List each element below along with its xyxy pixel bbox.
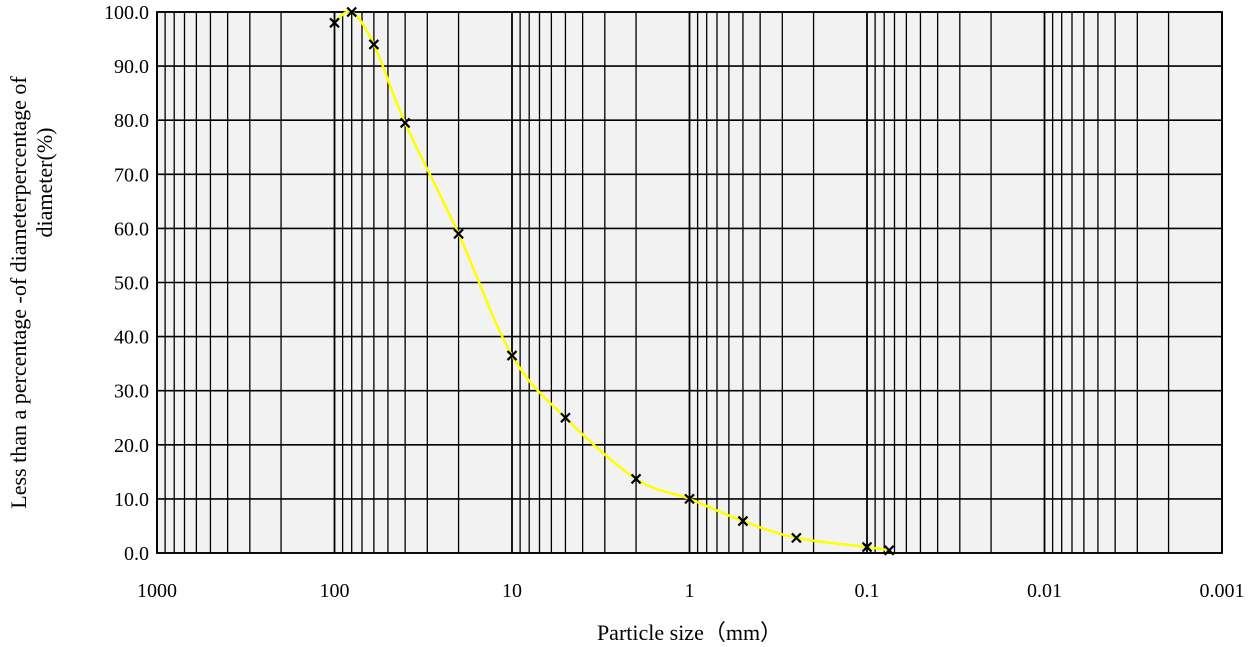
data-point [861, 541, 873, 553]
curve-layer [333, 10, 890, 552]
y-tick-label: 30.0 [114, 381, 149, 403]
data-point [506, 350, 518, 361]
y-tick-label: 10.0 [114, 489, 149, 511]
x-axis-title: Particle size（mm） [597, 620, 782, 645]
x-marker [684, 493, 695, 505]
x-marker [861, 541, 873, 553]
data-point [630, 473, 642, 485]
y-tick-label: 0.0 [124, 543, 149, 565]
x-tick-label: 100 [320, 580, 350, 602]
marker-layer [329, 6, 895, 556]
y-tick-label: 60.0 [114, 218, 149, 240]
x-marker [329, 17, 340, 29]
y-tick-label: 40.0 [114, 327, 149, 349]
x-tick-label: 1 [685, 580, 695, 602]
x-marker [453, 228, 464, 240]
y-tick-label: 70.0 [114, 164, 149, 186]
y-tick-label: 100.0 [104, 2, 149, 24]
gridlines [156, 11, 1223, 554]
x-marker [560, 412, 571, 424]
y-axis-title-line-2: diameter(%) [32, 128, 57, 238]
x-marker [883, 545, 895, 556]
x-marker [737, 515, 749, 527]
x-marker [791, 532, 802, 544]
data-point [368, 39, 380, 50]
data-point [346, 6, 357, 18]
data-point [737, 515, 749, 527]
y-tick-label: 50.0 [114, 273, 149, 295]
y-tick-labels: 0.0 10.0 20.0 30.0 40.0 50.0 60.0 70.0 80.0 90.0 1… [104, 2, 149, 565]
data-point [684, 493, 695, 505]
x-tick-label: 0.001 [1200, 580, 1245, 602]
y-tick-label: 90.0 [114, 56, 149, 78]
x-marker [399, 117, 411, 129]
y-axis-title: Less than a percentage -of diameterperce… [6, 76, 57, 509]
data-point [560, 412, 571, 424]
x-tick-labels: 1000 100 10 1 0.1 0.01 0.001 [137, 580, 1245, 602]
data-point [791, 532, 802, 544]
data-point [453, 228, 464, 240]
y-axis-title-line-1: Less than a percentage -of diameterperce… [6, 76, 31, 509]
x-marker [630, 473, 642, 485]
x-tick-label: 1000 [137, 580, 177, 602]
x-marker [346, 6, 357, 18]
x-tick-label: 0.01 [1027, 580, 1062, 602]
data-point [399, 117, 411, 129]
data-point [329, 17, 340, 29]
y-tick-label: 20.0 [114, 435, 149, 457]
x-marker [368, 39, 380, 50]
y-tick-label: 80.0 [114, 110, 149, 132]
x-marker [506, 350, 518, 361]
plot-border [156, 11, 1223, 554]
x-tick-label: 0.1 [855, 580, 880, 602]
series-line [333, 10, 890, 552]
x-tick-label: 10 [502, 580, 522, 602]
data-point [883, 545, 895, 556]
